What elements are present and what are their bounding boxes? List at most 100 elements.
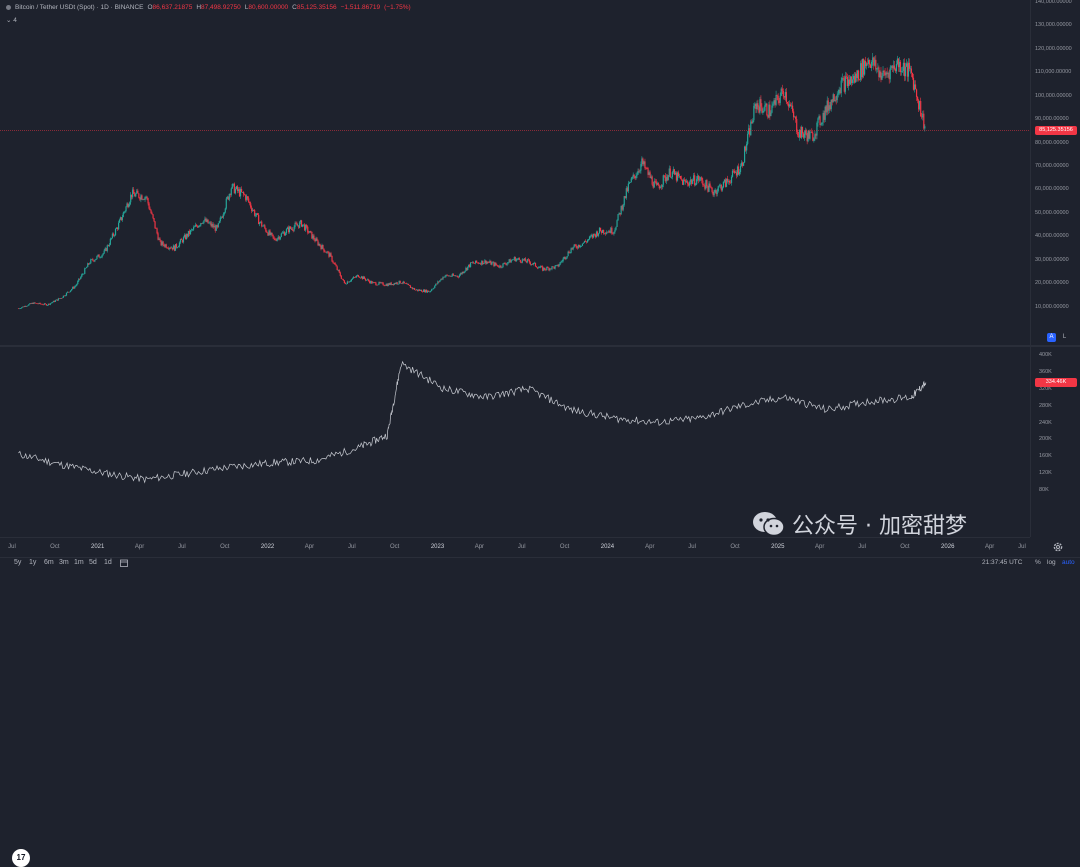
candle-body [517, 258, 519, 259]
time-tick-label: Oct [390, 544, 400, 550]
candle-body [404, 283, 406, 284]
candle-body [507, 262, 509, 264]
candle-body [617, 214, 619, 221]
candle-body [156, 228, 158, 234]
range-button-1d[interactable]: 1d [104, 559, 112, 566]
candle-body [445, 274, 447, 277]
candle-body [886, 72, 888, 75]
candle-body [552, 266, 554, 267]
candle-body [387, 283, 389, 287]
candle-body [851, 79, 854, 84]
candle-body [335, 264, 337, 267]
candle-body [638, 171, 640, 172]
range-button-1m[interactable]: 1m [74, 559, 84, 566]
candle-body [225, 198, 227, 209]
candle-body [689, 182, 691, 186]
log-scale-toggle[interactable]: log [1047, 559, 1056, 566]
calendar-range-icon[interactable] [120, 559, 128, 567]
candle-body [668, 168, 670, 176]
candle-body [898, 61, 901, 68]
candle-body [549, 268, 551, 271]
pane-separator[interactable] [0, 345, 1080, 347]
candle-body [46, 305, 48, 306]
candle-body [412, 288, 415, 289]
collapse-legend-toggle[interactable]: ⌄ 4 [6, 16, 17, 24]
candle-body [531, 264, 534, 265]
candle-body [372, 282, 374, 284]
percent-scale-toggle[interactable]: % [1035, 559, 1041, 566]
indicator-chart[interactable] [0, 347, 1030, 537]
range-button-1y[interactable]: 1y [29, 559, 37, 566]
time-tick-label: 2022 [260, 544, 275, 550]
candle-body [306, 225, 308, 227]
candle-body [529, 262, 531, 265]
candle-body [205, 218, 207, 222]
auto-scale-toggle[interactable]: auto [1062, 559, 1075, 566]
candle-body [438, 281, 440, 283]
candle-body [857, 70, 859, 79]
candle-body [358, 277, 360, 278]
candle-body [25, 306, 27, 307]
candle-body [718, 185, 720, 187]
range-button-6m[interactable]: 6m [44, 559, 54, 566]
candle-body [896, 58, 899, 65]
time-scale[interactable]: Jul Oct 2021 Apr Jul Oct 2022 Apr Jul Oct 2023 Apr J… [0, 537, 1030, 557]
candle-body [748, 128, 750, 134]
range-button-5y[interactable]: 5y [14, 559, 22, 566]
symbol-title[interactable]: Bitcoin / Tether USDt (Spot) · 1D · BINA… [15, 4, 144, 11]
candle-body [642, 158, 644, 165]
candle-body [325, 251, 327, 253]
candle-body [159, 238, 161, 241]
candle-body [720, 185, 722, 191]
candle-body [33, 302, 35, 304]
range-button-3m[interactable]: 3m [59, 559, 69, 566]
candle-body [683, 179, 685, 185]
candle-body [591, 235, 594, 238]
candle-body [123, 211, 125, 213]
candle-body [183, 234, 186, 238]
time-tick-label: Apr [304, 544, 315, 550]
price-pane[interactable]: Bitcoin / Tether USDt (Spot) · 1D · BINA… [0, 0, 1030, 345]
candle-body [425, 289, 428, 293]
candle-body [577, 244, 579, 249]
range-button-5d[interactable]: 5d [89, 559, 97, 566]
candle-body [627, 183, 629, 192]
indicator-scale[interactable]: 400K 360K 320K 280K 240K 200K 160K 120K 80K [1030, 347, 1080, 537]
candle-body [356, 274, 358, 276]
price-chart[interactable] [0, 0, 1030, 345]
candle-body [144, 197, 146, 200]
chevron-down-icon: ⌄ [6, 17, 14, 24]
candle-body [772, 103, 774, 106]
candle-body [856, 73, 858, 79]
auto-scale-button[interactable]: A [1047, 333, 1056, 342]
candle-body [866, 63, 869, 65]
tradingview-logo[interactable]: 17 [12, 849, 30, 867]
candle-body [676, 172, 679, 181]
candle-body [327, 251, 329, 253]
candle-body [478, 262, 480, 264]
candle-body [424, 289, 426, 293]
candle-body [300, 220, 302, 223]
candle-body [245, 195, 247, 200]
candle-body [879, 71, 881, 78]
candle-body [324, 251, 326, 253]
indicator-pane[interactable]: 17 [0, 347, 1030, 867]
candle-body [817, 118, 819, 123]
candle-body [664, 175, 666, 182]
log-scale-button[interactable]: L [1062, 334, 1067, 340]
candle-body [343, 280, 345, 284]
candle-body [609, 231, 611, 233]
candle-body [359, 277, 362, 279]
price-scale[interactable]: 140,000.00000 130,000.00000 120,000.00000 1… [1030, 0, 1080, 345]
candle-body [814, 134, 816, 139]
candle-body [797, 131, 799, 136]
gear-icon[interactable] [1052, 541, 1064, 553]
candle-body [293, 226, 295, 231]
candle-body [129, 202, 131, 206]
time-tick-label: Jul [348, 544, 356, 550]
candle-body [373, 282, 375, 283]
utc-clock[interactable]: 21:37:45 UTC [982, 559, 1023, 566]
candle-body [242, 192, 244, 193]
candle-body [778, 100, 780, 103]
candle-body [313, 235, 315, 240]
